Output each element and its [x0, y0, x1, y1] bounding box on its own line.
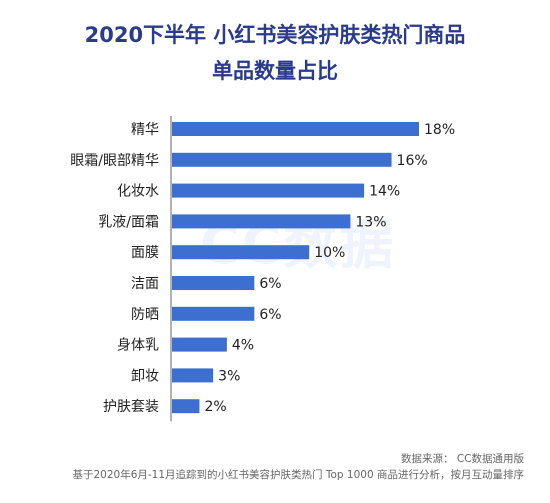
- category-label: 防晒: [131, 307, 159, 323]
- value-label: 6%: [259, 276, 281, 292]
- bar: [172, 214, 351, 229]
- value-label: 10%: [314, 245, 345, 261]
- bar: [172, 276, 255, 290]
- bar: [172, 122, 419, 136]
- value-label: 13%: [355, 214, 386, 230]
- value-label: 6%: [259, 307, 281, 323]
- value-label: 14%: [369, 184, 400, 200]
- bar: [172, 399, 200, 414]
- category-label: 卸妆: [131, 368, 159, 384]
- bar: [172, 337, 227, 352]
- category-label: 眼霜/眼部精华: [70, 153, 159, 169]
- category-label: 护肤套装: [103, 399, 159, 415]
- bar: [172, 152, 392, 167]
- value-label: 2%: [204, 399, 226, 415]
- value-label: 16%: [397, 153, 428, 169]
- chart-title-line1: 2020下半年 小红书美容护肤类热门商品: [84, 23, 466, 47]
- bar: [172, 368, 214, 383]
- chart-title-line2: 单品数量占比: [212, 59, 338, 83]
- bar: [172, 183, 365, 198]
- bar: [172, 306, 255, 321]
- category-label: 身体乳: [117, 338, 159, 354]
- value-label: 3%: [218, 368, 240, 384]
- value-label: 18%: [424, 122, 455, 138]
- category-label: 洁面: [131, 276, 159, 292]
- bar-chart: 精华 18% 眼霜/眼部精华 16% 化妆水 14% 乳液/面霜 13% 面膜 10% 洁面 6% 防晒…: [70, 116, 455, 422]
- value-label: 4%: [232, 338, 254, 354]
- data-source: 数据来源： CC数据通用版: [400, 453, 524, 465]
- category-label: 乳液/面霜: [98, 214, 159, 230]
- footnote: 基于2020年6月-11月追踪到的小红书美容护肤类热门 Top 1000 商品进…: [72, 469, 524, 481]
- category-label: 面膜: [131, 245, 159, 261]
- category-label: 精华: [131, 122, 159, 138]
- category-label: 化妆水: [117, 184, 159, 200]
- bar: [172, 245, 310, 260]
